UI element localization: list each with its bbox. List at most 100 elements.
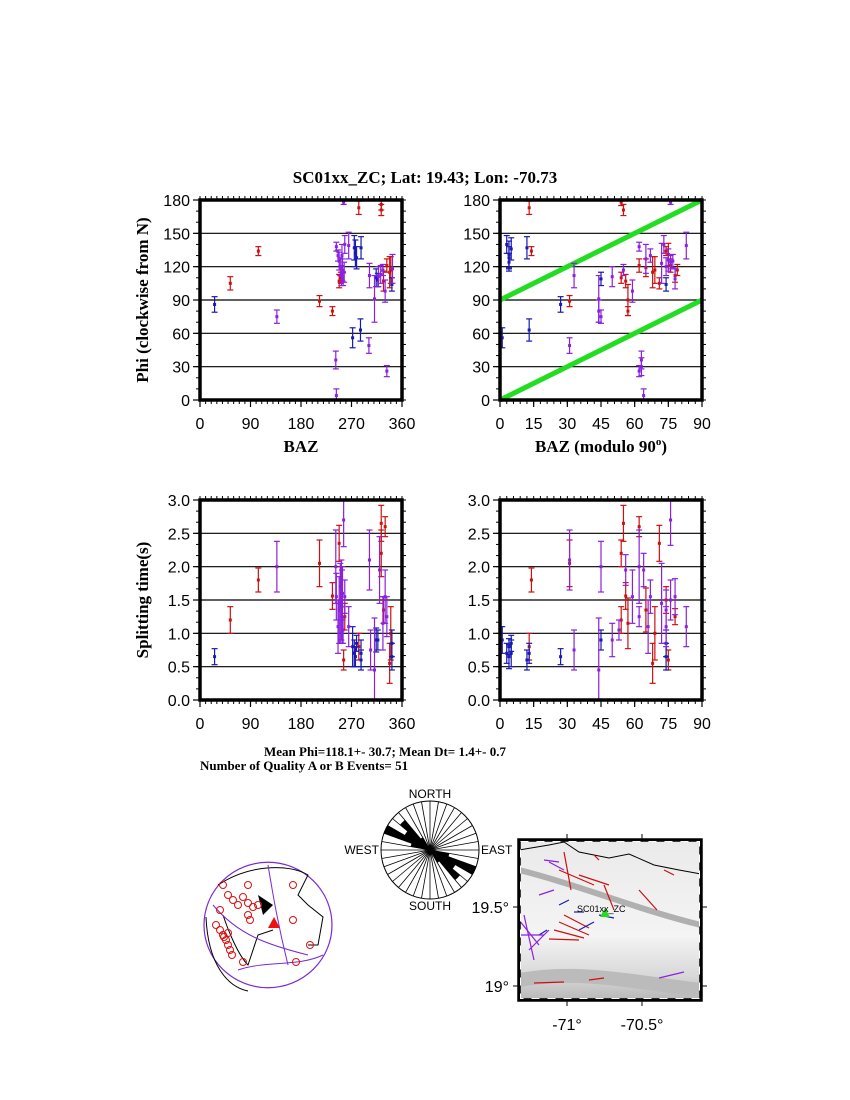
rose-spoke	[429, 825, 473, 851]
rose-petal	[425, 849, 430, 850]
x-tick-label: 15	[525, 416, 543, 433]
data-point-red	[316, 539, 323, 588]
event-circle	[219, 881, 227, 889]
data-marker	[669, 598, 673, 602]
data-marker	[337, 259, 341, 263]
data-point-red	[316, 294, 323, 308]
data-point-red	[651, 256, 658, 284]
data-point-blue	[353, 634, 360, 652]
data-marker	[568, 344, 572, 348]
rose-label-south: SOUTH	[409, 899, 451, 913]
rose-petal	[430, 850, 477, 875]
data-point-purple	[667, 579, 674, 621]
y-tick-label: 0.5	[168, 660, 190, 677]
data-marker	[669, 260, 673, 264]
data-marker	[367, 274, 371, 278]
data-marker	[653, 268, 657, 272]
coastline	[222, 914, 274, 966]
data-marker	[597, 309, 601, 313]
data-point-purple	[379, 263, 386, 277]
lat-tick-label: 19°	[485, 979, 509, 996]
data-marker	[342, 658, 346, 662]
data-point-blue	[357, 318, 364, 342]
data-point-purple	[683, 231, 690, 260]
event-circle	[289, 916, 297, 924]
rose-spoke	[387, 849, 431, 875]
data-point-purple	[636, 529, 643, 604]
data-point-red	[620, 203, 627, 217]
data-point-blue	[523, 236, 530, 260]
splitting-bar	[578, 921, 595, 931]
data-marker	[357, 645, 361, 649]
data-point-purple	[667, 499, 674, 546]
data-marker	[275, 565, 279, 569]
data-marker	[684, 625, 688, 629]
splitting-bar	[538, 889, 555, 896]
station-triangle-icon	[268, 917, 280, 928]
data-marker	[525, 658, 529, 662]
data-marker	[341, 628, 345, 632]
splitting-bar	[548, 938, 580, 941]
data-marker	[664, 265, 668, 269]
rose-spoke	[405, 849, 431, 893]
data-marker	[390, 267, 394, 271]
data-marker	[379, 272, 383, 276]
data-marker	[342, 518, 346, 522]
data-marker	[352, 651, 356, 655]
rose-spoke	[421, 801, 431, 851]
data-marker	[373, 297, 377, 301]
rose-petal	[429, 845, 430, 850]
event-circle	[224, 891, 232, 899]
data-marker	[336, 625, 340, 629]
data-marker	[653, 631, 657, 635]
x-tick-label: 30	[558, 416, 576, 433]
data-marker	[527, 206, 531, 210]
data-marker	[342, 270, 346, 274]
data-marker	[334, 595, 338, 599]
data-point-purple	[389, 253, 396, 284]
y-tick-label: 180	[463, 193, 490, 210]
x-tick-label: 180	[288, 716, 315, 733]
data-point-red	[329, 306, 336, 317]
splitting-bar	[638, 889, 658, 911]
event-circle	[228, 951, 236, 959]
data-point-purple	[345, 606, 352, 648]
plate-boundary	[237, 954, 324, 971]
station-map: SC01xx_ZC 19.5° 19° -71° -70.5°	[471, 834, 707, 1034]
splitting-bar	[558, 869, 595, 886]
rose-spoke	[383, 849, 431, 868]
event-circle	[244, 911, 252, 919]
rose-spoke	[429, 803, 448, 851]
rose-spoke	[421, 849, 431, 899]
rose-diagram: NORTH SOUTH WEST EAST	[344, 787, 513, 913]
data-marker	[318, 561, 322, 565]
rose-spoke	[429, 807, 455, 851]
station-triangle-icon	[600, 908, 610, 917]
data-marker	[642, 568, 646, 572]
data-marker	[637, 264, 641, 268]
data-marker	[626, 621, 630, 625]
data-point-purple	[382, 279, 389, 303]
data-point-red	[624, 283, 631, 317]
data-marker	[330, 594, 334, 598]
data-point-purple	[340, 616, 347, 644]
rose-petal	[430, 850, 433, 855]
y-tick-label: 180	[163, 193, 190, 210]
data-point-blue	[352, 239, 359, 268]
x-tick-label: 75	[659, 716, 677, 733]
data-marker	[359, 651, 363, 655]
event-circle	[244, 899, 252, 907]
data-marker	[337, 541, 341, 545]
rose-spoke	[429, 849, 439, 899]
data-marker	[637, 369, 641, 373]
data-marker	[374, 276, 378, 280]
data-marker	[507, 260, 511, 264]
splitting-bar	[538, 929, 548, 936]
rose-petal	[383, 825, 430, 850]
data-marker	[599, 565, 603, 569]
data-marker	[336, 254, 340, 258]
data-point-purple	[645, 599, 652, 654]
data-point-red	[382, 516, 389, 538]
data-marker	[355, 641, 359, 645]
